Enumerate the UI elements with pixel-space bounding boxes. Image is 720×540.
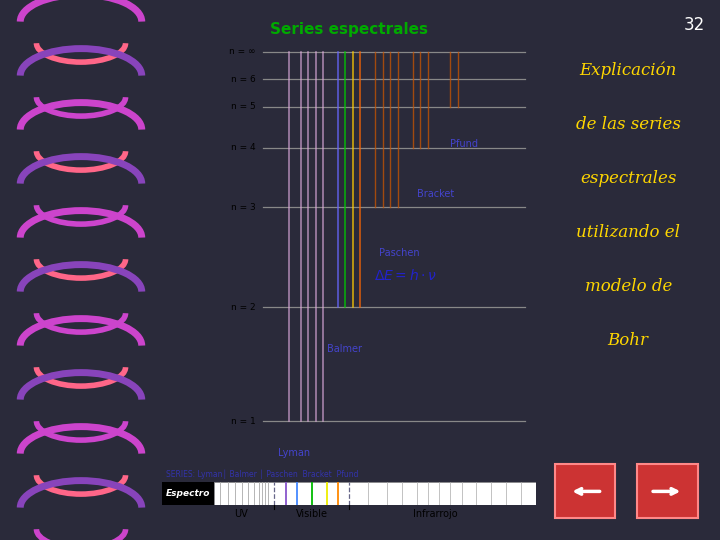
Text: Series espectrales: Series espectrales bbox=[270, 22, 428, 37]
Text: modelo de: modelo de bbox=[585, 278, 672, 295]
Text: 32: 32 bbox=[684, 16, 706, 34]
Bar bbox=[637, 464, 698, 518]
Text: Bracket: Bracket bbox=[417, 189, 454, 199]
Text: Infrarrojo: Infrarrojo bbox=[413, 509, 458, 519]
Text: n = 6: n = 6 bbox=[231, 75, 256, 84]
Text: de las series: de las series bbox=[576, 116, 680, 133]
Text: n = 5: n = 5 bbox=[231, 102, 256, 111]
Text: n = 4: n = 4 bbox=[231, 143, 256, 152]
Bar bbox=[162, 482, 215, 505]
Text: n = ∞: n = ∞ bbox=[229, 48, 256, 56]
Text: Pfund: Pfund bbox=[450, 139, 478, 148]
Text: Espectro: Espectro bbox=[166, 489, 210, 498]
Text: n = 2: n = 2 bbox=[231, 303, 256, 312]
Text: utilizando el: utilizando el bbox=[576, 224, 680, 241]
Text: n = 1: n = 1 bbox=[231, 417, 256, 426]
Text: espectrales: espectrales bbox=[580, 170, 676, 187]
Text: Lyman: Lyman bbox=[278, 448, 310, 458]
Text: Visible: Visible bbox=[296, 509, 328, 519]
Bar bbox=[554, 464, 616, 518]
Text: Explicación: Explicación bbox=[580, 62, 677, 79]
Text: SERIES: Lyman│ Balmer │ Paschen  Bracket  Pfund: SERIES: Lyman│ Balmer │ Paschen Bracket … bbox=[166, 470, 359, 480]
Text: $\Delta E = h \cdot \nu$: $\Delta E = h \cdot \nu$ bbox=[374, 268, 437, 283]
Bar bbox=[215, 482, 536, 505]
Text: Bohr: Bohr bbox=[608, 332, 649, 349]
Text: Paschen: Paschen bbox=[379, 248, 420, 258]
Text: Balmer: Balmer bbox=[327, 344, 361, 354]
Text: UV: UV bbox=[234, 509, 248, 519]
Text: n = 3: n = 3 bbox=[231, 202, 256, 212]
